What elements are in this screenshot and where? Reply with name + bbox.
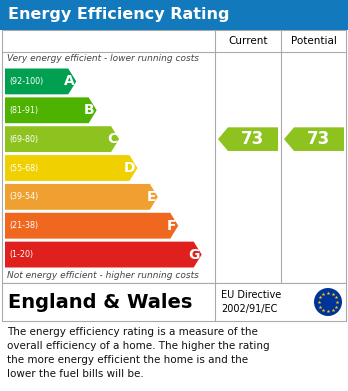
Text: (1-20): (1-20) xyxy=(9,250,33,259)
Text: G: G xyxy=(188,248,200,262)
Polygon shape xyxy=(218,127,278,151)
Text: the more energy efficient the home is and the: the more energy efficient the home is an… xyxy=(7,355,248,365)
Polygon shape xyxy=(5,184,158,210)
Text: (55-68): (55-68) xyxy=(9,163,38,172)
Text: Current: Current xyxy=(228,36,268,46)
Text: The energy efficiency rating is a measure of the: The energy efficiency rating is a measur… xyxy=(7,327,258,337)
Polygon shape xyxy=(5,213,178,239)
Text: (21-38): (21-38) xyxy=(9,221,38,230)
Text: (81-91): (81-91) xyxy=(9,106,38,115)
Text: (69-80): (69-80) xyxy=(9,135,38,143)
Circle shape xyxy=(314,288,342,316)
Text: 73: 73 xyxy=(242,130,264,148)
Polygon shape xyxy=(5,97,97,123)
Text: 73: 73 xyxy=(307,130,331,148)
Bar xyxy=(2,283,346,321)
Polygon shape xyxy=(5,68,76,94)
Text: F: F xyxy=(167,219,176,233)
Text: Not energy efficient - higher running costs: Not energy efficient - higher running co… xyxy=(7,271,199,280)
Text: lower the fuel bills will be.: lower the fuel bills will be. xyxy=(7,369,144,379)
Text: E: E xyxy=(147,190,156,204)
Bar xyxy=(2,30,346,283)
Text: Potential: Potential xyxy=(291,36,337,46)
Text: Energy Efficiency Rating: Energy Efficiency Rating xyxy=(8,7,229,23)
Text: EU Directive
2002/91/EC: EU Directive 2002/91/EC xyxy=(221,291,281,314)
Bar xyxy=(0,0,348,30)
Polygon shape xyxy=(5,126,119,152)
Text: overall efficiency of a home. The higher the rating: overall efficiency of a home. The higher… xyxy=(7,341,270,351)
Text: C: C xyxy=(107,132,117,146)
Polygon shape xyxy=(284,127,344,151)
Text: (92-100): (92-100) xyxy=(9,77,43,86)
Polygon shape xyxy=(5,242,202,267)
Text: A: A xyxy=(63,74,74,88)
Text: Very energy efficient - lower running costs: Very energy efficient - lower running co… xyxy=(7,54,199,63)
Text: England & Wales: England & Wales xyxy=(8,292,192,312)
Polygon shape xyxy=(5,155,137,181)
Text: B: B xyxy=(84,103,95,117)
Text: (39-54): (39-54) xyxy=(9,192,38,201)
Text: D: D xyxy=(124,161,135,175)
